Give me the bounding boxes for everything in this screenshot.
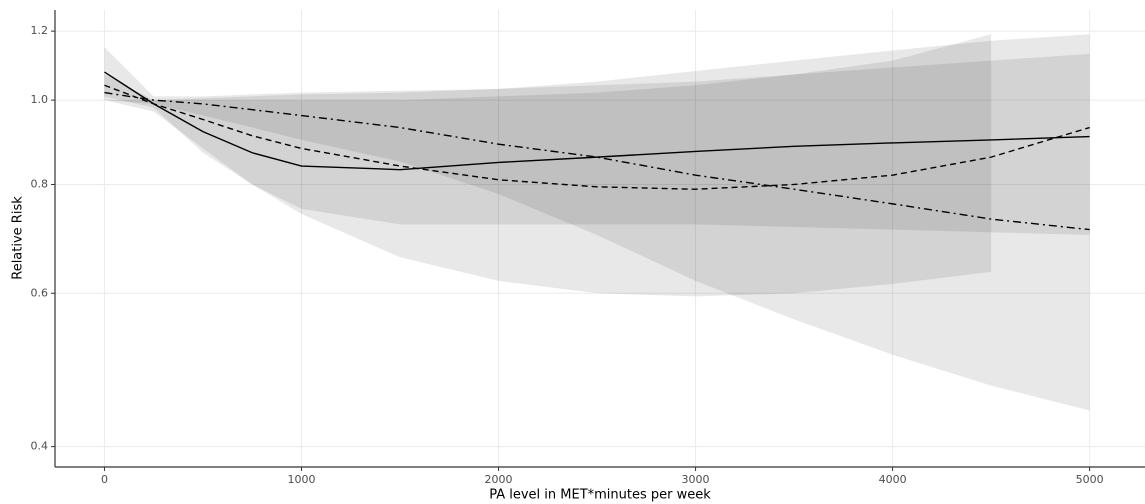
y-tick-label: 1.0	[31, 93, 49, 106]
x-tick-label: 3000	[682, 473, 710, 486]
x-tick-label: 2000	[485, 473, 513, 486]
x-tick-label: 5000	[1076, 473, 1104, 486]
y-tick-label: 1.2	[31, 24, 49, 37]
y-tick-label: 0.4	[31, 440, 49, 453]
line	[104, 91, 1090, 231]
confidence-band	[104, 47, 1090, 235]
x-tick-label: 4000	[879, 473, 907, 486]
confidence-band	[104, 34, 1090, 411]
line	[104, 71, 1090, 171]
x-axis-title: PA level in MET*minutes per week	[489, 488, 711, 503]
x-tick-label: 1000	[287, 473, 315, 486]
y-tick-label: 0.6	[31, 286, 49, 299]
y-axis-title: Relative Risk	[11, 196, 26, 280]
x-tick-label: 0	[101, 473, 108, 486]
confidence-band	[104, 34, 992, 297]
y-tick-label: 0.8	[31, 177, 49, 190]
line	[104, 84, 1090, 190]
